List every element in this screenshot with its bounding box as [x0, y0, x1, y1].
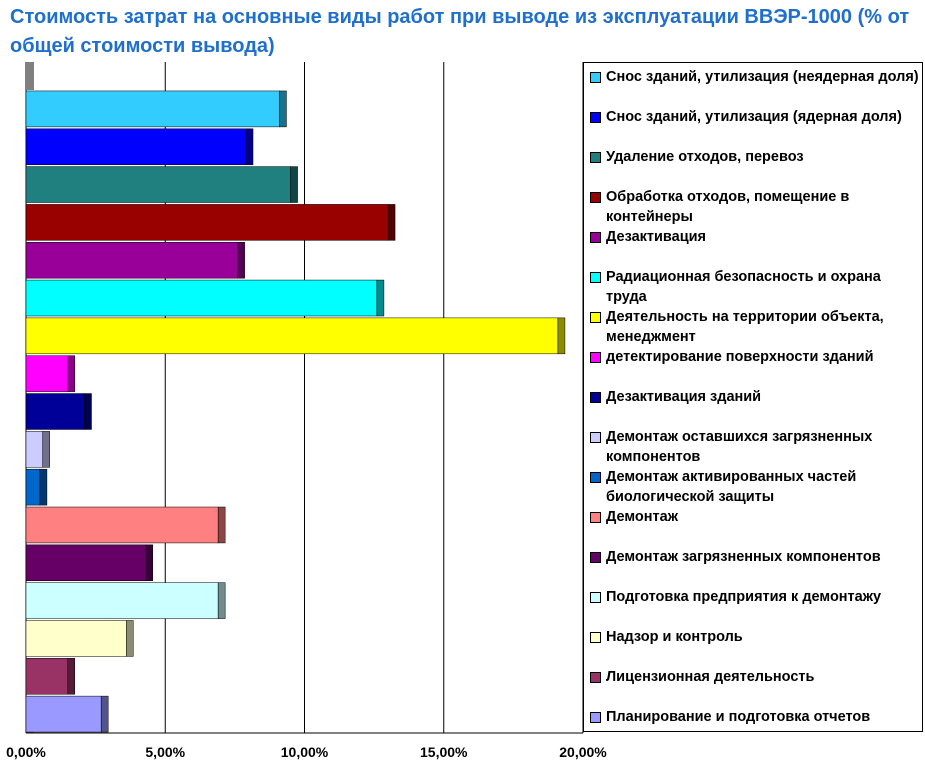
- legend-label: Демонтаж оставшихся загрязненных компоне…: [606, 429, 873, 465]
- bar: [25, 544, 147, 582]
- legend-label: Демонтаж загрязненных компонентов: [606, 549, 881, 565]
- legend-label: Демонтаж: [606, 509, 678, 525]
- bar-depth: [217, 506, 226, 544]
- legend-swatch: [590, 632, 601, 643]
- chart-legend: Снос зданий, утилизация (неядерная доля)…: [583, 62, 923, 732]
- bar: [25, 393, 85, 430]
- bar-depth: [42, 431, 50, 468]
- legend-swatch: [590, 672, 601, 683]
- bar: [25, 166, 291, 203]
- bar-depth: [245, 128, 254, 165]
- legend-label: Планирование и подготовка отчетов: [606, 709, 871, 725]
- bar-depth: [237, 241, 245, 279]
- bar: [25, 204, 389, 241]
- x-tick-label: 15,00%: [420, 744, 468, 760]
- bar-depth: [39, 468, 48, 506]
- bar: [25, 658, 69, 695]
- legend-swatch: [590, 472, 601, 483]
- legend-label: Демонтаж активированных частей биологиче…: [606, 469, 857, 505]
- legend-label: Удаление отходов, перевоз: [606, 149, 804, 165]
- bar: [25, 317, 559, 355]
- legend-swatch: [590, 232, 601, 243]
- legend-label: Снос зданий, утилизация (ядерная доля): [606, 109, 902, 125]
- legend-label: Дезактивация: [606, 229, 706, 245]
- x-tick-label: 5,00%: [145, 744, 185, 760]
- legend-swatch: [590, 192, 601, 203]
- bar: [25, 241, 238, 279]
- bar-depth: [67, 355, 76, 392]
- legend-swatch: [590, 552, 601, 563]
- legend-label: Лицензионная деятельность: [606, 669, 815, 685]
- bar-depth: [100, 695, 109, 733]
- legend-swatch: [590, 272, 601, 283]
- legend-swatch: [590, 72, 601, 83]
- legend-swatch: [590, 352, 601, 363]
- axis-depth-top: [26, 62, 34, 90]
- legend-label: Обработка отходов, помещение в контейнер…: [606, 189, 850, 225]
- bar: [25, 695, 102, 733]
- legend-swatch: [590, 512, 601, 523]
- bar-depth: [376, 279, 385, 317]
- legend-label: Подготовка предприятия к демонтажу: [606, 589, 882, 605]
- x-tick-label: 20,00%: [559, 744, 607, 760]
- bar: [25, 582, 219, 619]
- legend-label: детектирование поверхности зданий: [606, 349, 874, 365]
- bar-depth: [84, 393, 92, 430]
- x-tick-label: 0,00%: [6, 744, 46, 760]
- bar: [25, 431, 43, 468]
- legend-swatch: [590, 712, 601, 723]
- bar: [25, 468, 41, 506]
- bar-depth: [67, 658, 76, 695]
- bar: [25, 355, 69, 392]
- legend-swatch: [590, 592, 601, 603]
- legend-swatch: [590, 432, 601, 443]
- bar-depth: [557, 317, 566, 355]
- legend-label: Дезактивация зданий: [606, 389, 762, 405]
- bar: [25, 620, 127, 657]
- chart-title: Стоимость затрат на основные виды работ …: [10, 6, 910, 57]
- bar: [25, 506, 219, 544]
- legend-swatch: [590, 312, 601, 323]
- bar: [25, 128, 247, 165]
- bar-depth: [126, 620, 134, 657]
- legend-swatch: [590, 112, 601, 123]
- bar-depth: [279, 90, 287, 128]
- legend-swatch: [590, 392, 601, 403]
- bar: [25, 90, 280, 128]
- legend-label: Радиационная безопасность и охрана труда: [606, 269, 881, 305]
- bar-depth: [290, 166, 298, 203]
- bar: [25, 279, 378, 317]
- bar-depth: [145, 544, 154, 582]
- legend-label: Деятельность на территории объекта, мене…: [606, 309, 884, 345]
- legend-label: Надзор и контроль: [606, 629, 743, 645]
- bar-depth: [217, 582, 226, 619]
- legend-label: Снос зданий, утилизация (неядерная доля): [606, 69, 919, 85]
- x-tick-label: 10,00%: [281, 744, 329, 760]
- legend-swatch: [590, 152, 601, 163]
- bar-depth: [387, 204, 396, 241]
